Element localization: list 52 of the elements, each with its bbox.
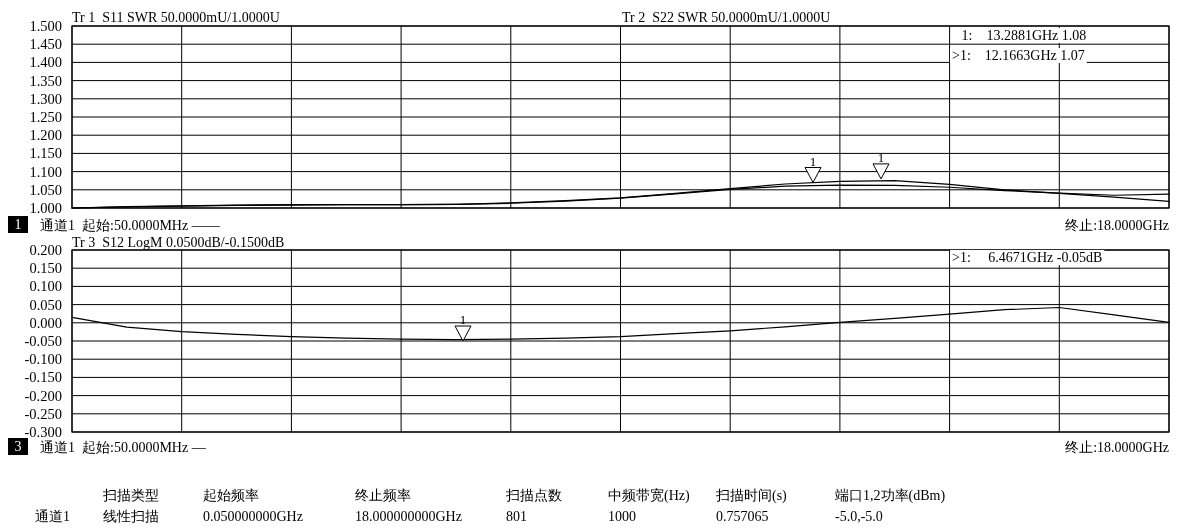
annotation: 1: 13.2881GHz 1.08 xyxy=(958,28,1087,43)
y-tick-label: -0.100 xyxy=(24,351,62,368)
text: 0.050000000GHz xyxy=(203,509,303,524)
text: 0.757065 xyxy=(716,509,769,524)
y-tick-label: 1.350 xyxy=(29,72,62,89)
text: 扫描类型 xyxy=(102,488,159,503)
annotation: >1: 12.1663GHz 1.07 xyxy=(952,48,1085,63)
text: -5.0,-5.0 xyxy=(835,509,883,524)
y-tick-label: 0.150 xyxy=(29,260,62,277)
text: 通道1 起始:50.0000MHz —— xyxy=(40,218,221,233)
text: 1 xyxy=(14,217,22,232)
y-tick-label: 0.000 xyxy=(29,314,62,331)
text: 端口1,2功率(dBm) xyxy=(835,488,946,504)
text: 3 xyxy=(14,439,22,454)
y-tick-label: -0.250 xyxy=(24,405,62,422)
text: 中频带宽(Hz) xyxy=(608,488,690,504)
y-tick-label: -0.150 xyxy=(24,369,62,386)
text: 通道1 起始:50.0000MHz — xyxy=(40,440,207,455)
text: 1000 xyxy=(608,509,636,524)
text: 扫描点数 xyxy=(505,488,562,503)
text: 扫描时间(s) xyxy=(715,488,788,504)
annotation: 1 xyxy=(809,153,817,169)
y-tick-label: 1.150 xyxy=(29,145,62,162)
annotation: Tr 3 S12 LogM 0.0500dB/-0.1500dB xyxy=(72,235,285,250)
y-tick-label: 0.100 xyxy=(29,278,62,295)
y-tick-label: 1.250 xyxy=(29,109,62,125)
y-tick-label: 1.050 xyxy=(29,181,62,198)
y-tick-label: -0.300 xyxy=(24,424,62,440)
text: Tr 2 S22 SWR 50.0000mU/1.0000U xyxy=(622,10,831,25)
y-tick-label: 1.450 xyxy=(29,36,62,53)
text: Tr 1 S11 SWR 50.0000mU/1.0000U xyxy=(72,10,280,25)
text: 801 xyxy=(506,509,527,524)
y-tick-label: 0.050 xyxy=(29,296,62,313)
text: 终止频率 xyxy=(355,488,411,503)
y-tick-label: 1.200 xyxy=(29,127,62,144)
annotation: 1 xyxy=(877,149,885,165)
text: 终止:18.0000GHz xyxy=(1065,440,1169,455)
annotation: >1: 6.4671GHz -0.05dB xyxy=(952,250,1103,265)
text: 18.000000000GHz xyxy=(355,509,462,524)
text: 线性扫描 xyxy=(103,509,159,524)
y-tick-label: 1.400 xyxy=(29,54,62,71)
y-tick-label: 1.500 xyxy=(29,18,62,34)
y-tick-label: -0.050 xyxy=(24,333,62,349)
annotation: 1 xyxy=(459,312,467,327)
y-tick-label: 1.300 xyxy=(29,90,62,107)
y-tick-label: 0.200 xyxy=(29,242,62,258)
y-tick-label: 1.000 xyxy=(29,200,62,216)
y-tick-label: -0.200 xyxy=(24,387,62,404)
text: 通道1 xyxy=(35,509,70,524)
y-tick-label: 1.100 xyxy=(29,163,62,180)
text: 终止:18.0000GHz xyxy=(1065,218,1169,233)
text: 起始频率 xyxy=(203,488,259,503)
